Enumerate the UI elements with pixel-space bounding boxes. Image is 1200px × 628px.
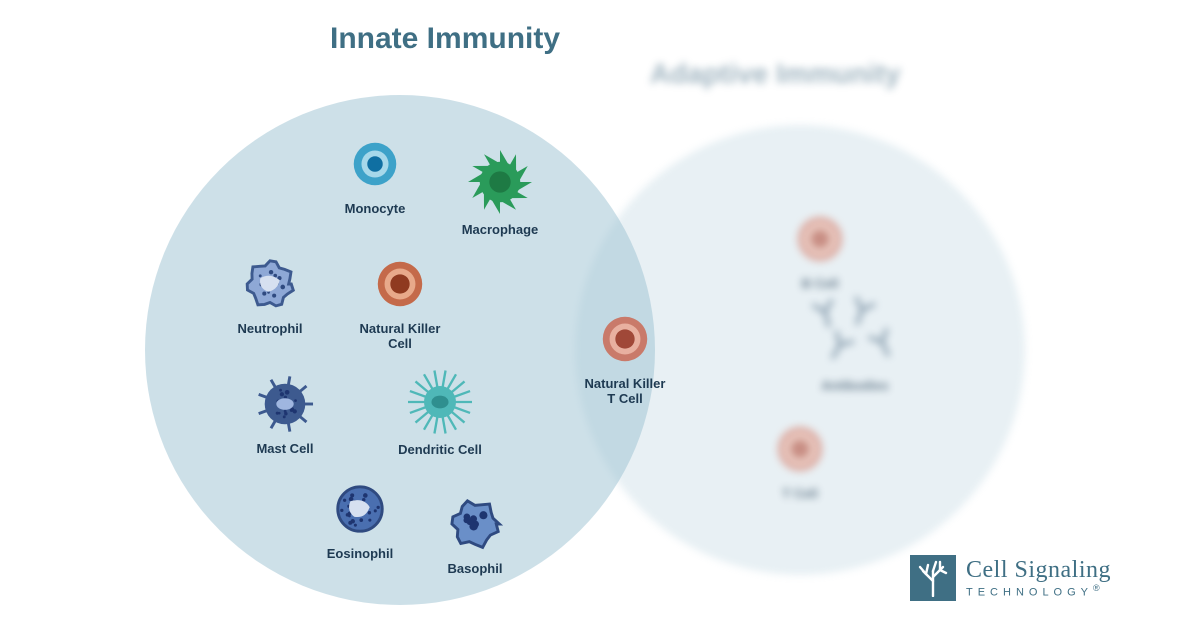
dendritic-icon	[408, 370, 472, 439]
macrophage-label: Macrophage	[462, 223, 539, 238]
cell-neutrophil: Neutrophil	[210, 255, 330, 337]
macrophage-icon	[468, 150, 532, 219]
tcell-label: T Cell	[782, 487, 817, 502]
antibodies-icon	[800, 290, 910, 375]
cell-eosinophil: Eosinophil	[300, 480, 420, 562]
logo-text-bottom: TECHNOLOGY®	[966, 584, 1111, 599]
bcell-icon	[791, 210, 849, 273]
logo-text: Cell Signaling TECHNOLOGY®	[966, 558, 1111, 599]
brand-logo: Cell Signaling TECHNOLOGY®	[910, 555, 1111, 601]
neutrophil-icon	[241, 255, 299, 318]
cell-tcell: T Cell	[740, 420, 860, 502]
nkcell-icon	[371, 255, 429, 318]
title-adaptive: Adaptive Immunity	[650, 58, 900, 90]
eosinophil-label: Eosinophil	[327, 547, 393, 562]
basophil-label: Basophil	[448, 562, 503, 577]
neutrophil-label: Neutrophil	[238, 322, 303, 337]
nkcell-label: Natural KillerCell	[360, 322, 441, 352]
tcell-icon	[771, 420, 829, 483]
eosinophil-icon	[331, 480, 389, 543]
cell-nktcell: Natural KillerT Cell	[565, 310, 685, 407]
dendritic-label: Dendritic Cell	[398, 443, 482, 458]
mast-icon	[256, 375, 314, 438]
cell-bcell: B Cell	[760, 210, 880, 292]
antibodies-label: Antibodies	[821, 379, 888, 394]
cell-basophil: Basophil	[415, 495, 535, 577]
diagram-stage: Innate Immunity Adaptive Immunity Monocy…	[0, 0, 1200, 628]
title-innate: Innate Immunity	[330, 22, 560, 56]
nktcell-icon	[596, 310, 654, 373]
nktcell-label: Natural KillerT Cell	[585, 377, 666, 407]
cell-mast: Mast Cell	[225, 375, 345, 457]
basophil-icon	[446, 495, 504, 558]
cell-macrophage: Macrophage	[440, 150, 560, 238]
cell-dendritic: Dendritic Cell	[380, 370, 500, 458]
cell-monocyte: Monocyte	[315, 135, 435, 217]
cell-nkcell: Natural KillerCell	[340, 255, 460, 352]
logo-icon	[910, 555, 956, 601]
cell-antibodies: Antibodies	[795, 290, 915, 394]
monocyte-icon	[346, 135, 404, 198]
mast-label: Mast Cell	[256, 442, 313, 457]
monocyte-label: Monocyte	[345, 202, 406, 217]
logo-text-top: Cell Signaling	[966, 558, 1111, 582]
